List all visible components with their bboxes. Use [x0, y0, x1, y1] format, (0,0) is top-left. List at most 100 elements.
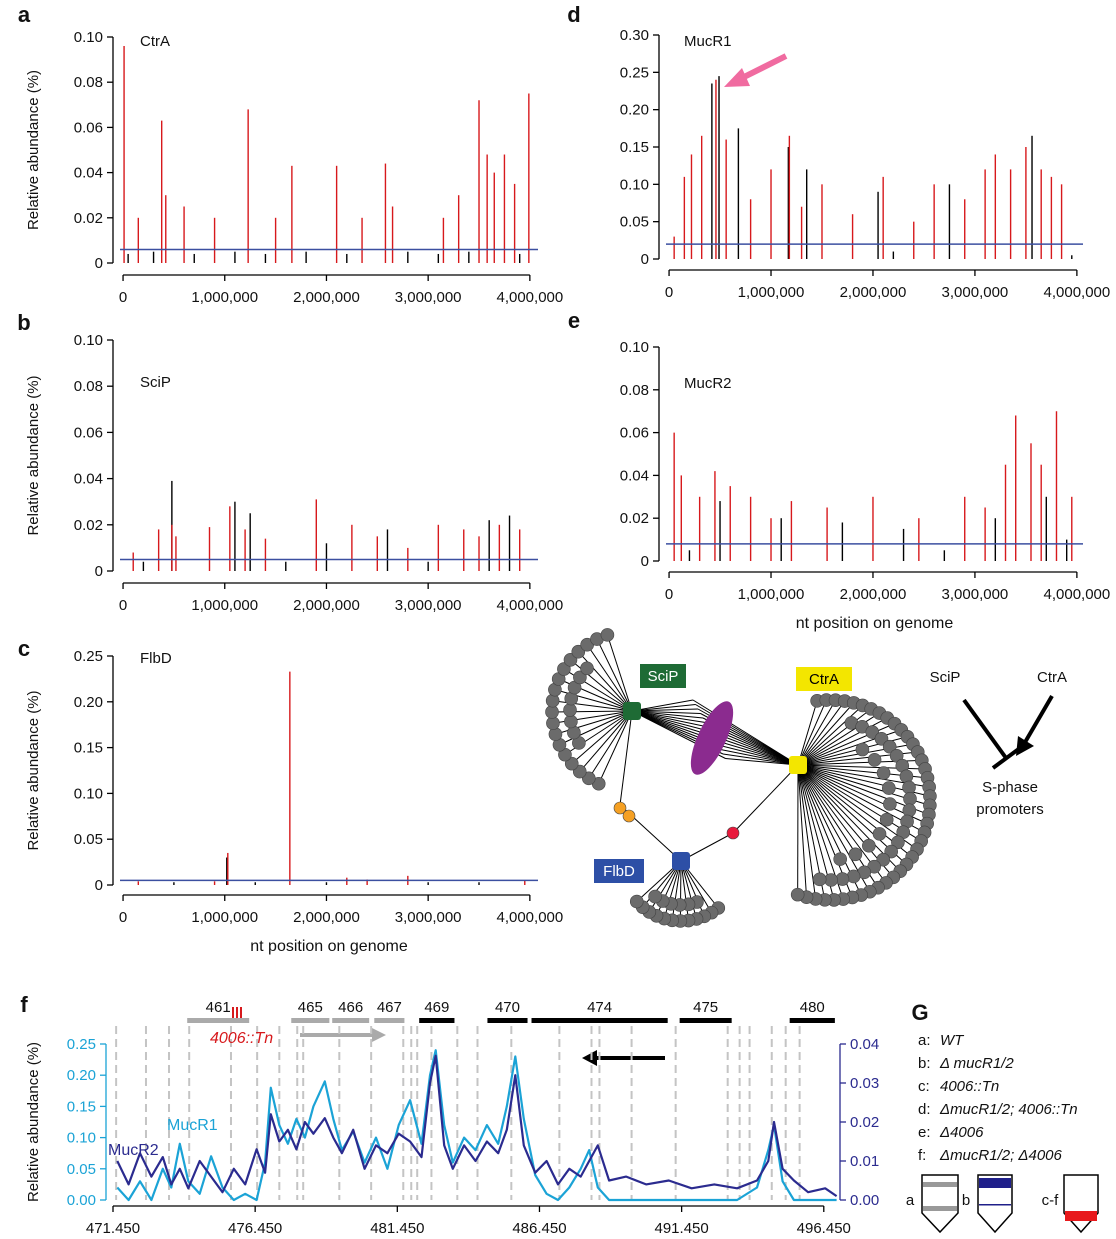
y-tick-label: 0.00	[850, 1192, 879, 1209]
y-tick-label: 0	[95, 255, 103, 272]
node	[623, 810, 635, 822]
node	[868, 753, 881, 766]
y-tick-label: 0.15	[620, 139, 649, 156]
y-tick-label: 0.02	[620, 510, 649, 527]
y-tick-label: 0	[95, 877, 103, 894]
x-tick-label: 2,000,000	[840, 284, 907, 301]
x-tick-label: 0	[119, 289, 127, 306]
x-tick-label: 4,000,000	[1044, 586, 1111, 603]
panel-letter: G	[911, 1000, 928, 1025]
edge	[580, 711, 632, 772]
edge	[798, 709, 871, 765]
y-tick-label: 0.10	[74, 332, 103, 349]
condition-label: Δ4006	[939, 1124, 984, 1141]
condition-key: d:	[918, 1101, 931, 1118]
y-axis-label: Relative abundance (%)	[25, 1042, 42, 1202]
y-tick-label: 0.05	[67, 1161, 96, 1178]
y-tick-label: 0.10	[74, 785, 103, 802]
condition-key: a:	[918, 1032, 931, 1049]
gene-label: 469	[424, 999, 449, 1016]
x-tick-label: 3,000,000	[942, 284, 1009, 301]
y-tick-label: 0.30	[620, 27, 649, 44]
x-tick-label: 4,000,000	[496, 909, 563, 926]
x-tick-label: 2,000,000	[293, 909, 360, 926]
node	[727, 827, 739, 839]
node	[903, 792, 916, 805]
schematic-arrows	[964, 696, 1052, 768]
panel-letter: c	[18, 636, 30, 661]
condition-label: Δ mucR1/2	[939, 1055, 1014, 1072]
panel-title: MucR2	[684, 375, 732, 392]
schematic-label: CtrA	[1037, 669, 1067, 686]
x-tick-label: 496.450	[797, 1220, 851, 1234]
hub-node	[623, 702, 641, 720]
x-tick-label: 491.450	[655, 1220, 709, 1234]
y-tick-label: 0.25	[67, 1036, 96, 1053]
x-tick-label: 3,000,000	[395, 597, 462, 614]
node	[813, 873, 826, 886]
y-tick-label: 0.04	[620, 467, 649, 484]
y-tick-label: 0.06	[620, 425, 649, 442]
node-cluster	[682, 696, 741, 780]
y-tick-label: 0.05	[620, 214, 649, 231]
x-tick-label: 4,000,000	[496, 289, 563, 306]
edge	[733, 765, 798, 833]
gene	[332, 1018, 369, 1023]
x-tick-label: 4,000,000	[496, 597, 563, 614]
y-tick-label: 0.10	[620, 176, 649, 193]
x-tick-label: 486.450	[512, 1220, 566, 1234]
y-tick-label: 0.01	[850, 1153, 879, 1170]
x-tick-label: 471.450	[86, 1220, 140, 1234]
node	[601, 628, 614, 641]
condition-key: f:	[918, 1147, 926, 1164]
node	[564, 704, 577, 717]
node	[849, 848, 862, 861]
edge	[798, 701, 817, 765]
y-tick-label: 0.25	[620, 64, 649, 81]
node	[791, 888, 804, 901]
condition-label: ΔmucR1/2; Δ4006	[939, 1147, 1063, 1164]
hub-node	[789, 756, 807, 774]
node-label: SciP	[648, 668, 679, 685]
condition-key: b:	[918, 1055, 931, 1072]
gene-label: 467	[377, 999, 402, 1016]
gene-label: 474	[587, 999, 612, 1016]
y-tick-label: 0.05	[74, 831, 103, 848]
x-axis-label: nt position on genome	[796, 615, 954, 632]
y-tick-label: 0.03	[850, 1075, 879, 1092]
node	[834, 853, 847, 866]
node	[580, 662, 593, 675]
y-tick-label: 0.20	[620, 102, 649, 119]
tube-label: b	[962, 1192, 970, 1209]
x-tick-label: 1,000,000	[738, 284, 805, 301]
y-tick-label: 0.06	[74, 424, 103, 441]
x-tick-label: 1,000,000	[191, 597, 258, 614]
node	[836, 873, 849, 886]
node	[649, 890, 662, 903]
condition-key: c:	[918, 1078, 930, 1095]
edge	[607, 635, 632, 711]
panel-letter: f	[20, 992, 28, 1017]
node	[882, 782, 895, 795]
node	[856, 743, 869, 756]
gene	[487, 1018, 527, 1023]
panel-title: FlbD	[140, 650, 172, 667]
y-tick-label: 0.15	[74, 740, 103, 757]
tubes	[922, 1175, 1098, 1232]
condition-label: ΔmucR1/2; 4006::Tn	[939, 1101, 1078, 1118]
edge	[578, 652, 632, 711]
panel-title: CtrA	[140, 33, 170, 50]
node	[564, 715, 577, 728]
x-tick-label: 0	[119, 597, 127, 614]
node	[903, 804, 916, 817]
node	[862, 839, 875, 852]
tube-label: a	[906, 1192, 915, 1209]
y-tick-label: 0.04	[74, 471, 103, 488]
gene-label: 465	[298, 999, 323, 1016]
node	[630, 895, 643, 908]
panel-letter: a	[18, 2, 31, 27]
gene	[532, 1018, 668, 1023]
